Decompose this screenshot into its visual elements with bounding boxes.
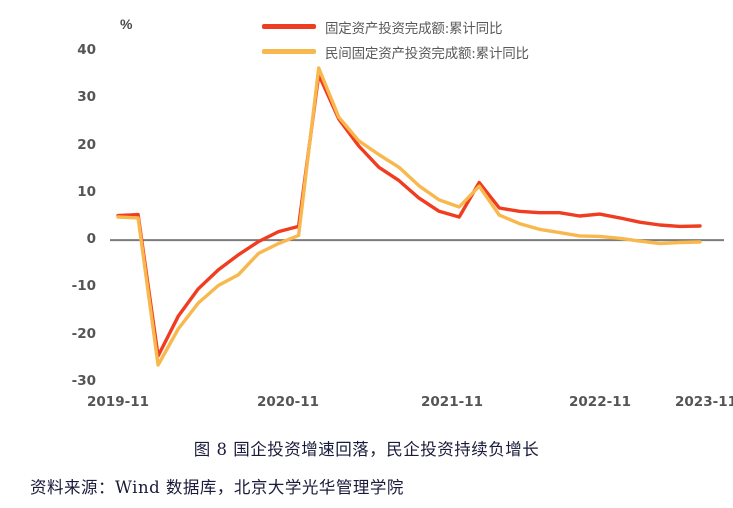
x-tick-label: 2019-11 [87, 394, 149, 410]
y-tick-label: 30 [77, 89, 96, 106]
y-tick-label: 0 [86, 231, 96, 248]
y-tick-label: 20 [77, 136, 96, 153]
figure-caption: 图 8 国企投资增速回落，民企投资持续负增长 [193, 440, 540, 459]
line-series-private [116, 66, 702, 367]
legend-item-private: 民间固定资产投资完成额:累计同比 [262, 39, 682, 64]
line-chart-svg [110, 66, 724, 367]
x-tick-label: 2023-11 [675, 394, 733, 410]
legend-label-total: 固定资产投资完成额:累计同比 [325, 20, 503, 37]
series-lines [116, 66, 702, 367]
chart-plot-area: % 40 30 20 10 0 -10 -20 -30 2019-11 2020-11 2021-… [71, 14, 733, 410]
x-tick-label: 2021-11 [421, 394, 483, 410]
figure-source: 资料来源：Wind 数据库，北京大学光华管理学院 [30, 478, 404, 497]
x-tick-label: 2020-11 [257, 394, 319, 410]
y-tick-label: -30 [71, 373, 96, 389]
line-series-total [116, 72, 702, 358]
y-tick-label: 10 [77, 183, 96, 200]
y-tick-label: -20 [71, 325, 96, 342]
legend-item-total: 固定资产投资完成额:累计同比 [262, 14, 682, 39]
chart-legend: 固定资产投资完成额:累计同比 民间固定资产投资完成额:累计同比 [262, 14, 682, 64]
y-tick-label: 40 [77, 42, 96, 58]
x-tick-label: 2022-11 [569, 394, 631, 410]
y-axis-unit-label: % [120, 16, 133, 32]
y-tick-label: -10 [71, 278, 96, 295]
legend-swatch-total [262, 24, 316, 29]
legend-label-private: 民间固定资产投资完成额:累计同比 [325, 45, 529, 62]
legend-swatch-private [262, 49, 316, 54]
